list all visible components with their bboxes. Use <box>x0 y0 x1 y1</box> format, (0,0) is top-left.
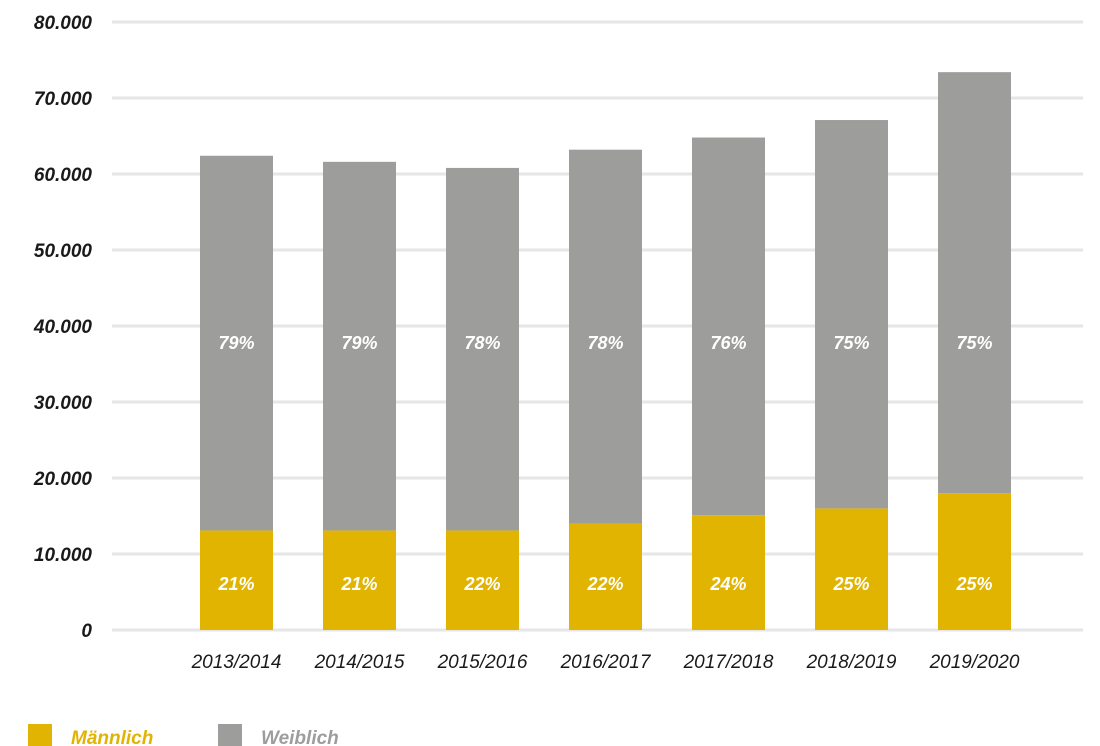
bar-label-maennlich: 24% <box>709 574 746 594</box>
bar-label-weiblich: 75% <box>956 333 992 353</box>
bar-label-weiblich: 76% <box>710 333 746 353</box>
legend-weiblich-swatch <box>218 724 242 746</box>
x-tick-label: 2016/2017 <box>560 652 652 673</box>
x-tick-label: 2019/2020 <box>929 652 1020 673</box>
bar-label-maennlich: 21% <box>217 574 254 594</box>
legend: Männlich Weiblich <box>28 724 339 746</box>
x-tick-label: 2018/2019 <box>806 652 897 673</box>
legend-maennlich-label: Männlich <box>71 728 153 746</box>
bar-label-weiblich: 75% <box>833 333 869 353</box>
y-tick-label: 50.000 <box>34 241 93 262</box>
y-tick-label: 10.000 <box>34 545 93 566</box>
x-tick-label: 2015/2016 <box>437 652 528 673</box>
legend-maennlich-swatch <box>28 724 52 746</box>
y-tick-label: 80.000 <box>34 13 93 34</box>
y-tick-label: 60.000 <box>34 165 93 186</box>
legend-weiblich-label: Weiblich <box>261 728 339 746</box>
x-tick-label: 2013/2014 <box>191 652 282 673</box>
bar-label-weiblich: 78% <box>464 333 500 353</box>
bars <box>200 72 1011 630</box>
bar-label-weiblich: 78% <box>587 333 623 353</box>
bar-weiblich <box>323 161 396 531</box>
bar-label-maennlich: 22% <box>586 574 623 594</box>
bar-weiblich <box>692 137 765 516</box>
bar-maennlich <box>938 493 1011 630</box>
bar-label-weiblich: 79% <box>218 333 254 353</box>
y-tick-label: 0 <box>81 621 92 642</box>
bar-maennlich <box>569 523 642 630</box>
y-tick-label: 40.000 <box>33 317 93 338</box>
bar-weiblich <box>815 120 888 509</box>
y-tick-label: 20.000 <box>33 469 93 490</box>
x-axis-tick-labels: 2013/2014 2014/2015 2015/2016 2016/2017 2017… <box>191 652 1020 673</box>
bar-weiblich <box>569 149 642 524</box>
y-tick-label: 70.000 <box>34 89 93 110</box>
bar-label-maennlich: 25% <box>832 574 869 594</box>
bar-label-maennlich: 21% <box>340 574 377 594</box>
bar-label-weiblich: 79% <box>341 333 377 353</box>
bar-label-maennlich: 22% <box>463 574 500 594</box>
x-tick-label: 2017/2018 <box>683 652 774 673</box>
bar-weiblich <box>446 167 519 531</box>
x-tick-label: 2014/2015 <box>314 652 405 673</box>
bar-percentage-labels: 21% 79% 21% 79% 22% 78% 22% 78% 24% 76% 25% 75% 25% 7… <box>217 333 992 594</box>
bar-maennlich <box>692 515 765 630</box>
bar-maennlich <box>815 508 888 630</box>
bar-maennlich <box>323 530 396 630</box>
bar-label-maennlich: 25% <box>955 574 992 594</box>
y-tick-label: 30.000 <box>34 393 93 414</box>
y-axis-tick-labels: 0 10.000 20.000 30.000 40.000 50.000 60.000 70.… <box>33 13 93 642</box>
bar-maennlich <box>200 530 273 630</box>
bar-maennlich <box>446 530 519 630</box>
bar-weiblich <box>200 155 273 531</box>
bar-weiblich <box>938 72 1011 494</box>
